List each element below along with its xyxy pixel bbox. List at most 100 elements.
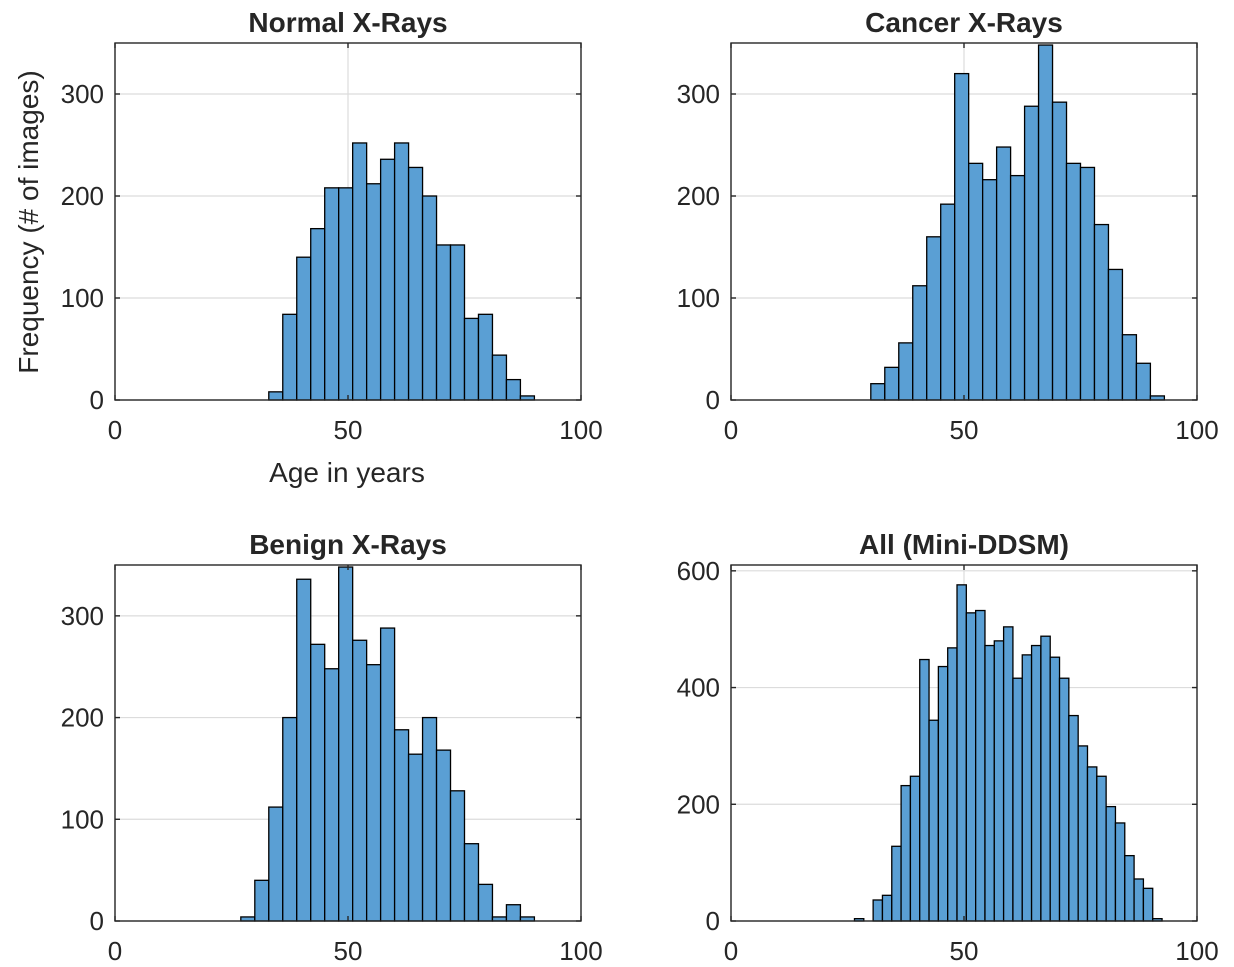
cancer-bar <box>995 146 1012 401</box>
cancer-histogram: 0 50 100 0 100 200 300 Cancer X-Rays <box>677 7 1219 445</box>
normal-bar <box>449 244 466 401</box>
cancer-bar <box>940 203 956 401</box>
normal-bar <box>324 187 340 401</box>
normal-bar <box>310 227 326 401</box>
normal-bar <box>421 195 438 401</box>
normal-bar <box>268 391 284 401</box>
normal-bar <box>435 244 452 401</box>
all-histogram: 0 50 100 0 200 400 600 All (Mini-DDSM) <box>677 529 1219 966</box>
all-bar <box>975 609 986 922</box>
all-bar <box>1133 878 1145 922</box>
normal-ytick-label: 200 <box>61 181 104 211</box>
cancer-xtick-label: 50 <box>950 415 979 445</box>
all-bar <box>900 784 912 922</box>
cancer-ytick-label: 300 <box>677 79 720 109</box>
all-bar <box>1142 887 1154 922</box>
cancer-bar <box>1121 334 1138 401</box>
all-bar <box>984 644 995 922</box>
benign-bar <box>379 627 396 922</box>
cancer-bar <box>884 366 900 401</box>
normal-ytick-label: 100 <box>61 283 104 313</box>
cancer-bar <box>1023 105 1040 401</box>
normal-bar <box>296 256 312 401</box>
cancer-ytick-label: 100 <box>677 283 720 313</box>
cancer-bar <box>1051 101 1068 401</box>
all-xtick-label: 0 <box>724 936 738 966</box>
cancer-bar <box>1093 223 1110 401</box>
benign-bar <box>352 639 368 922</box>
benign-bar <box>407 753 424 922</box>
cancer-bar <box>1079 166 1096 401</box>
all-bar <box>1049 656 1061 922</box>
figure-y-axis-label: Frequency (# of images) <box>13 70 44 373</box>
all-bar <box>947 647 958 922</box>
all-ytick-label: 0 <box>706 906 720 936</box>
all-bar <box>937 665 949 922</box>
all-ytick-label: 400 <box>677 673 720 703</box>
benign-bar <box>296 578 312 922</box>
cancer-bar <box>912 285 928 401</box>
normal-xtick-label: 100 <box>559 415 602 445</box>
benign-chart-title: Benign X-Rays <box>249 529 447 560</box>
all-bar <box>1012 677 1023 922</box>
cancer-xtick-label: 0 <box>724 415 738 445</box>
normal-bar <box>365 183 382 401</box>
all-bar <box>1086 766 1098 922</box>
normal-bar <box>352 142 368 401</box>
normal-bar <box>407 166 424 401</box>
cancer-bar <box>1065 162 1082 401</box>
benign-ytick-label: 0 <box>90 906 104 936</box>
all-bar <box>891 845 902 922</box>
benign-bar <box>477 883 494 922</box>
normal-chart-title: Normal X-Rays <box>248 7 447 38</box>
all-bar <box>1105 805 1117 922</box>
all-bar <box>1077 745 1089 922</box>
benign-ytick-label: 100 <box>61 804 104 834</box>
all-bar <box>965 612 977 922</box>
all-bar <box>1068 714 1079 922</box>
benign-bar <box>393 729 410 922</box>
benign-bar <box>421 716 438 922</box>
all-bar <box>1124 854 1135 922</box>
normal-histogram: 0 50 100 0 100 200 300 Normal X-Rays <box>61 7 603 445</box>
benign-bar <box>254 879 270 922</box>
all-bar <box>1030 644 1042 922</box>
benign-ytick-label: 200 <box>61 703 104 733</box>
benign-bar <box>505 904 522 922</box>
normal-bar <box>338 187 354 401</box>
cancer-ytick-label: 200 <box>677 181 720 211</box>
normal-bar <box>491 354 508 401</box>
benign-xtick-label: 100 <box>559 936 602 966</box>
all-bar <box>909 775 921 922</box>
benign-bar <box>338 566 354 922</box>
cancer-bar <box>954 72 970 401</box>
benign-bar <box>282 716 298 922</box>
all-ytick-label: 600 <box>677 556 720 586</box>
cancer-chart-title: Cancer X-Rays <box>865 7 1063 38</box>
normal-bar <box>393 142 410 401</box>
benign-bar <box>310 643 326 922</box>
all-bar <box>1040 635 1051 922</box>
cancer-xtick-label: 100 <box>1175 415 1218 445</box>
all-bar <box>1096 775 1107 922</box>
cancer-bar <box>926 236 942 401</box>
normal-xtick-label: 0 <box>108 415 122 445</box>
normal-bar <box>505 378 522 401</box>
all-bar <box>956 584 967 922</box>
all-chart-title: All (Mini-DDSM) <box>859 529 1069 560</box>
cancer-bar <box>1135 362 1152 401</box>
normal-xtick-label: 50 <box>334 415 363 445</box>
cancer-bar <box>981 179 998 401</box>
cancer-ytick-label: 0 <box>706 385 720 415</box>
benign-ytick-label: 300 <box>61 601 104 631</box>
figure-x-axis-label: Age in years <box>269 457 425 488</box>
all-bar <box>1002 626 1014 922</box>
all-bar <box>1058 677 1070 922</box>
normal-ytick-label: 300 <box>61 79 104 109</box>
cancer-bar <box>1037 44 1054 401</box>
all-bar <box>993 640 1005 922</box>
all-bar <box>881 894 893 922</box>
benign-bar <box>365 664 382 922</box>
cancer-bar <box>1009 174 1026 401</box>
